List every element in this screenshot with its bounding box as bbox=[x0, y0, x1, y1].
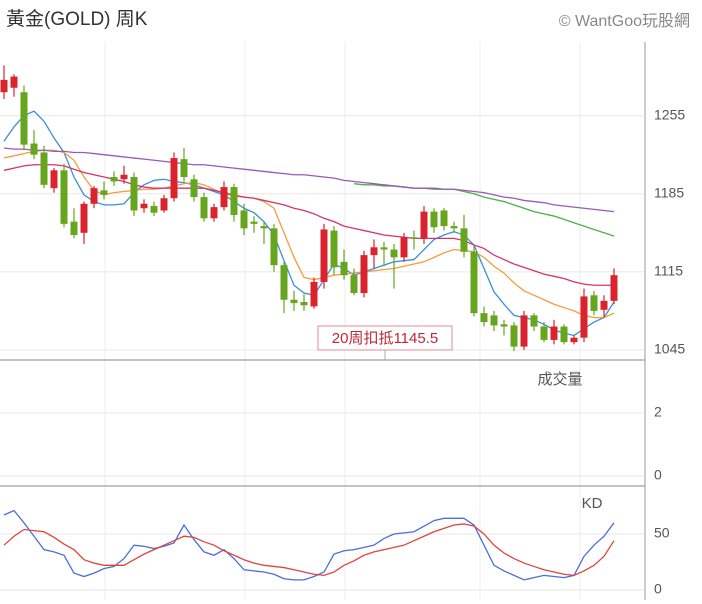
candle-body bbox=[410, 237, 418, 239]
y-tick-label: 1185 bbox=[654, 184, 684, 200]
candle-body bbox=[300, 301, 308, 306]
candle-body bbox=[360, 255, 368, 294]
y-tick-label: 0 bbox=[654, 581, 662, 597]
candle-body bbox=[490, 315, 498, 326]
candle-body bbox=[110, 177, 118, 182]
candle-body bbox=[100, 190, 108, 195]
candle-body bbox=[400, 237, 408, 258]
candle-body bbox=[60, 170, 68, 224]
candle-body bbox=[250, 221, 258, 224]
candle-body bbox=[220, 187, 228, 208]
candle-body bbox=[40, 152, 48, 185]
series-line bbox=[3, 523, 615, 577]
candle-body bbox=[390, 249, 398, 258]
candle-body bbox=[130, 177, 138, 211]
candle-body bbox=[270, 228, 278, 266]
y-tick-label: 1045 bbox=[654, 341, 685, 357]
candle-body bbox=[320, 229, 328, 282]
candle-body bbox=[120, 174, 128, 180]
candle-body bbox=[470, 251, 478, 314]
candle-body bbox=[510, 325, 518, 347]
candle-body bbox=[240, 210, 248, 229]
y-tick-label: 0 bbox=[654, 467, 662, 483]
candle-body bbox=[180, 159, 188, 178]
candle-body bbox=[540, 326, 548, 340]
candle-body bbox=[460, 228, 468, 252]
candle-body bbox=[590, 295, 598, 311]
candle-body bbox=[440, 210, 448, 227]
candle-body bbox=[190, 179, 198, 198]
series-line bbox=[3, 509, 615, 581]
candle-body bbox=[90, 188, 98, 204]
candle-body bbox=[450, 226, 458, 229]
series-line bbox=[3, 147, 615, 213]
candle-body bbox=[260, 226, 268, 229]
credit: © WantGoo玩股網 bbox=[559, 12, 690, 30]
chart-title: 黃金(GOLD) 周K bbox=[6, 8, 148, 30]
candle-body bbox=[10, 76, 18, 88]
candle-body bbox=[340, 261, 348, 276]
candle-body bbox=[570, 337, 578, 343]
candle-body bbox=[480, 313, 488, 323]
candle-body bbox=[50, 170, 58, 189]
candle-body bbox=[380, 247, 388, 250]
candle-body bbox=[430, 211, 438, 228]
candle-body bbox=[290, 299, 298, 304]
pane-label: KD bbox=[582, 495, 603, 512]
candle-body bbox=[580, 296, 588, 338]
candle-body bbox=[230, 187, 238, 215]
candle-body bbox=[520, 315, 528, 347]
candle-body bbox=[500, 324, 508, 327]
candle-body bbox=[30, 143, 38, 155]
annotation-box bbox=[317, 325, 453, 351]
candle-body bbox=[550, 326, 558, 340]
vertical-grid bbox=[104, 42, 581, 600]
candle-body bbox=[600, 300, 608, 310]
candle-body bbox=[350, 275, 358, 294]
candle-body bbox=[170, 158, 178, 199]
series-line bbox=[3, 164, 614, 286]
y-tick-label: 1115 bbox=[654, 263, 683, 279]
candle-body bbox=[160, 198, 168, 211]
candle-body bbox=[610, 275, 618, 301]
candle-body bbox=[420, 211, 428, 239]
y-tick-label: 1255 bbox=[654, 106, 685, 122]
candle-body bbox=[330, 230, 338, 268]
candle-body bbox=[370, 247, 378, 256]
candle-body bbox=[80, 203, 88, 233]
annotation: 20周扣抵1145.5 bbox=[332, 330, 438, 347]
pane-label: 成交量 bbox=[537, 370, 582, 388]
candle-body bbox=[70, 221, 78, 236]
candle-body bbox=[140, 203, 148, 209]
plot: 1045 1115 1185 1255 0 2 0 50 bbox=[0, 65, 685, 597]
candle-body bbox=[150, 206, 158, 213]
y-tick-label: 50 bbox=[654, 525, 670, 541]
candle-body bbox=[280, 265, 288, 300]
candle-body bbox=[200, 197, 208, 219]
candle-body bbox=[210, 207, 218, 219]
candle-body bbox=[530, 315, 538, 327]
candle-body bbox=[0, 79, 8, 93]
series-line bbox=[3, 110, 615, 337]
candle-body bbox=[310, 281, 318, 307]
candle-body bbox=[20, 92, 28, 145]
candle-body bbox=[560, 326, 568, 343]
y-tick-label: 2 bbox=[654, 404, 662, 420]
